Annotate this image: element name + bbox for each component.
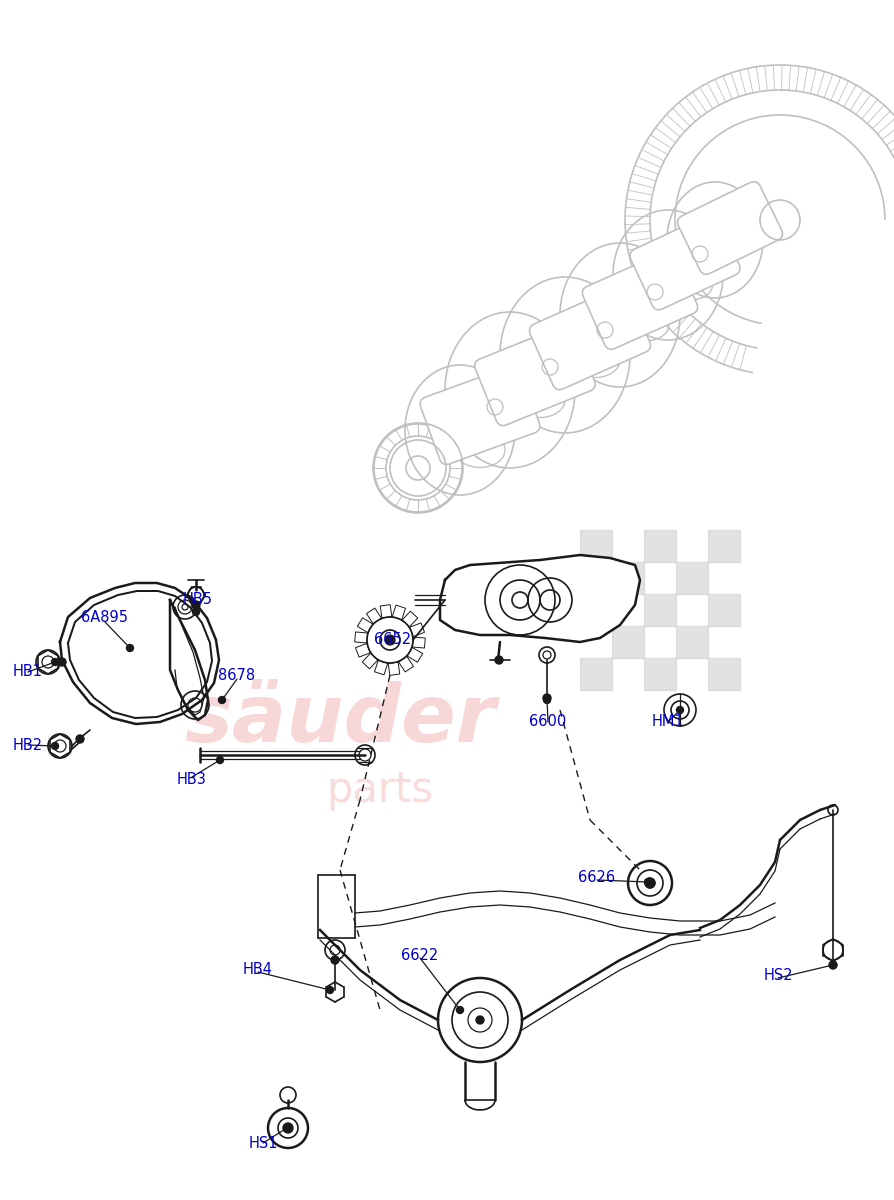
Circle shape: [457, 1007, 463, 1014]
Text: HS2: HS2: [763, 967, 793, 983]
Circle shape: [52, 659, 58, 666]
Polygon shape: [392, 605, 406, 619]
Text: HB5: HB5: [183, 593, 213, 607]
Circle shape: [58, 658, 66, 666]
Circle shape: [829, 961, 837, 970]
Bar: [708, 530, 740, 562]
Polygon shape: [409, 623, 425, 636]
FancyBboxPatch shape: [630, 214, 740, 310]
Bar: [676, 626, 708, 658]
Polygon shape: [440, 554, 640, 642]
Bar: [644, 530, 676, 562]
Text: 6622: 6622: [401, 948, 439, 962]
Text: 8678: 8678: [218, 668, 256, 684]
Text: säuder: säuder: [184, 680, 496, 758]
Circle shape: [645, 878, 652, 886]
Bar: [580, 658, 612, 690]
Polygon shape: [380, 605, 392, 618]
Polygon shape: [358, 618, 373, 632]
Text: 6626: 6626: [578, 870, 616, 886]
Bar: [676, 562, 708, 594]
FancyBboxPatch shape: [475, 324, 595, 426]
FancyBboxPatch shape: [420, 366, 540, 464]
Polygon shape: [399, 656, 414, 672]
Circle shape: [677, 707, 684, 714]
Text: HM1: HM1: [652, 714, 684, 730]
Bar: [708, 658, 740, 690]
Circle shape: [126, 644, 133, 652]
Polygon shape: [388, 662, 400, 676]
Bar: [612, 626, 644, 658]
Circle shape: [543, 694, 551, 702]
Circle shape: [52, 743, 58, 750]
Text: HB3: HB3: [177, 773, 207, 787]
Polygon shape: [367, 608, 382, 624]
Text: HB4: HB4: [243, 962, 273, 978]
Text: 6A895: 6A895: [81, 611, 129, 625]
Circle shape: [216, 756, 224, 763]
Polygon shape: [375, 660, 388, 674]
Circle shape: [283, 1123, 293, 1133]
Circle shape: [544, 696, 551, 703]
Text: 6600: 6600: [529, 714, 567, 730]
Circle shape: [326, 986, 333, 994]
Text: HB2: HB2: [13, 738, 43, 752]
Text: HS1: HS1: [249, 1135, 278, 1151]
Circle shape: [495, 656, 503, 664]
Polygon shape: [362, 653, 378, 668]
Circle shape: [192, 601, 200, 608]
Bar: [612, 562, 644, 594]
Polygon shape: [170, 600, 208, 720]
Circle shape: [476, 1016, 484, 1024]
Circle shape: [645, 878, 655, 888]
Polygon shape: [408, 648, 423, 662]
Bar: [580, 530, 612, 562]
Bar: [580, 594, 612, 626]
Bar: [644, 658, 676, 690]
Text: HB1: HB1: [13, 665, 43, 679]
Circle shape: [386, 636, 393, 643]
Text: 6652: 6652: [375, 632, 411, 648]
Circle shape: [76, 734, 84, 743]
Circle shape: [386, 636, 394, 644]
Circle shape: [331, 956, 339, 964]
FancyBboxPatch shape: [678, 181, 782, 275]
Text: parts: parts: [326, 769, 434, 811]
Circle shape: [192, 608, 199, 616]
Polygon shape: [412, 637, 426, 648]
Polygon shape: [402, 611, 417, 626]
Bar: [708, 594, 740, 626]
FancyBboxPatch shape: [529, 287, 651, 390]
Circle shape: [283, 1124, 291, 1132]
Polygon shape: [356, 643, 370, 658]
Bar: [644, 594, 676, 626]
Circle shape: [218, 696, 225, 703]
Circle shape: [830, 961, 837, 968]
Polygon shape: [355, 632, 367, 643]
FancyBboxPatch shape: [582, 251, 697, 349]
